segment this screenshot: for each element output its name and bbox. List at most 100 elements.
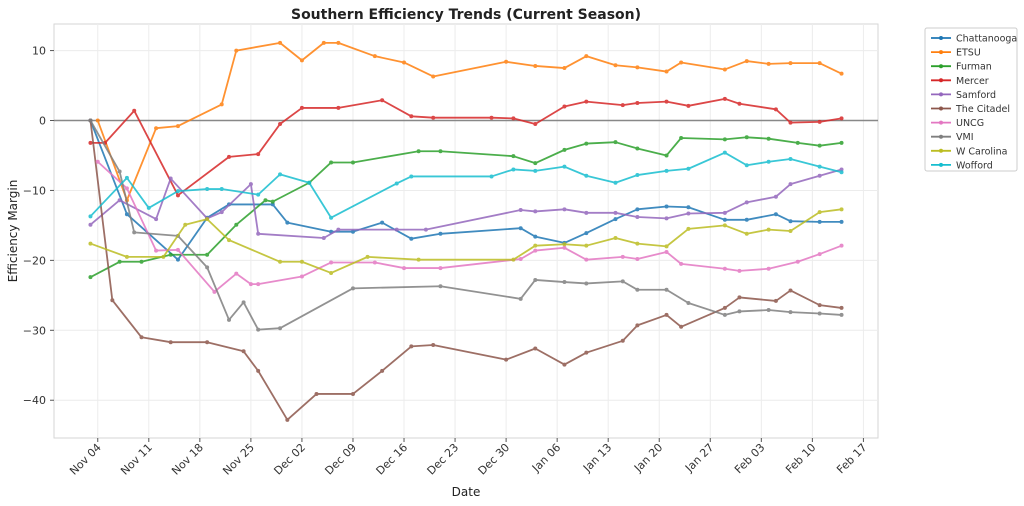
data-point-w-carolina xyxy=(744,231,749,236)
data-point-the-citadel xyxy=(679,324,684,329)
legend-label: The Citadel xyxy=(955,104,1010,115)
data-point-samford xyxy=(168,176,173,181)
data-point-etsu xyxy=(219,102,224,107)
legend-item-uncg: UNCG xyxy=(931,118,984,129)
data-point-furman xyxy=(664,153,669,158)
data-point-vmi xyxy=(205,265,210,270)
data-point-samford xyxy=(839,167,844,172)
data-point-etsu xyxy=(562,66,567,71)
data-point-w-carolina xyxy=(161,254,166,259)
y-tick-label: 0 xyxy=(39,115,46,128)
data-point-vmi xyxy=(686,301,691,306)
data-point-wofford xyxy=(175,189,180,194)
data-point-furman xyxy=(205,252,210,257)
data-point-mercer xyxy=(489,115,494,120)
data-point-furman xyxy=(438,149,443,154)
data-point-furman xyxy=(584,141,589,146)
x-tick-label: Dec 23 xyxy=(425,441,462,478)
data-point-uncg xyxy=(372,260,377,265)
legend-swatch-marker xyxy=(939,78,943,83)
data-point-uncg xyxy=(329,260,334,265)
legend-item-wofford: Wofford xyxy=(931,160,993,171)
data-point-furman xyxy=(766,136,771,141)
data-point-vmi xyxy=(132,230,137,235)
legend-item-mercer: Mercer xyxy=(931,76,989,87)
legend-label: Samford xyxy=(956,90,996,101)
data-point-mercer xyxy=(336,105,341,110)
data-point-etsu xyxy=(839,71,844,76)
data-point-the-citadel xyxy=(773,298,778,303)
data-point-chattanooga xyxy=(613,217,618,222)
series-furman xyxy=(88,135,844,280)
x-tick-label: Feb 17 xyxy=(834,441,869,476)
data-point-furman xyxy=(270,199,275,204)
data-point-samford xyxy=(394,227,399,232)
data-point-samford xyxy=(664,216,669,221)
data-point-wofford xyxy=(744,163,749,168)
data-point-mercer xyxy=(227,154,232,159)
legend-label: W Carolina xyxy=(956,146,1008,157)
data-point-uncg xyxy=(737,268,742,273)
legend-label: Chattanooga xyxy=(956,34,1017,45)
legend-swatch-marker xyxy=(939,148,943,153)
plot-area xyxy=(53,23,879,439)
data-point-etsu xyxy=(372,54,377,59)
data-point-w-carolina xyxy=(88,241,93,246)
legend-swatch-marker xyxy=(939,106,943,111)
y-tick-label: 10 xyxy=(32,45,46,58)
data-point-uncg xyxy=(766,266,771,271)
x-tick-label: Dec 16 xyxy=(374,441,411,478)
legend-item-chattanooga: Chattanooga xyxy=(931,34,1017,45)
data-point-uncg xyxy=(839,243,844,248)
data-point-etsu xyxy=(679,60,684,65)
data-point-the-citadel xyxy=(205,340,210,345)
data-point-chattanooga xyxy=(124,212,129,217)
data-point-samford xyxy=(562,207,567,212)
data-point-etsu xyxy=(234,48,239,53)
data-point-uncg xyxy=(562,245,567,250)
data-point-w-carolina xyxy=(124,254,129,259)
data-point-the-citadel xyxy=(664,312,669,317)
legend-swatch-marker xyxy=(939,120,943,125)
data-point-the-citadel xyxy=(168,340,173,345)
data-point-etsu xyxy=(95,118,100,123)
legend-swatch-marker xyxy=(939,36,943,40)
data-point-chattanooga xyxy=(744,217,749,222)
data-point-vmi xyxy=(256,327,261,332)
data-point-etsu xyxy=(664,69,669,74)
data-point-furman xyxy=(329,160,334,165)
data-point-vmi xyxy=(562,280,567,285)
data-point-samford xyxy=(584,210,589,215)
y-tick-label: −30 xyxy=(23,324,46,337)
data-point-vmi xyxy=(241,300,246,305)
data-point-mercer xyxy=(409,114,414,119)
data-point-uncg xyxy=(795,259,800,264)
data-point-mercer xyxy=(817,119,822,124)
data-point-vmi xyxy=(227,317,232,322)
data-point-chattanooga xyxy=(635,207,640,212)
legend-label: VMI xyxy=(956,132,974,143)
data-point-furman xyxy=(795,140,800,145)
x-tick-label: Dec 30 xyxy=(476,441,513,478)
data-point-w-carolina xyxy=(722,223,727,228)
data-point-wofford xyxy=(817,164,822,169)
data-point-samford xyxy=(256,231,261,236)
data-point-furman xyxy=(139,259,144,264)
data-point-furman xyxy=(511,154,516,159)
data-point-vmi xyxy=(788,310,793,315)
data-point-etsu xyxy=(504,59,509,64)
data-point-wofford xyxy=(722,150,727,155)
x-tick-label: Feb 03 xyxy=(732,441,767,476)
series-wofford xyxy=(88,150,844,220)
legend-label: Furman xyxy=(956,62,992,73)
data-point-the-citadel xyxy=(139,335,144,340)
data-point-wofford xyxy=(511,167,516,172)
data-point-wofford xyxy=(124,175,129,180)
x-axis-label: Date xyxy=(452,485,481,499)
data-point-w-carolina xyxy=(329,270,334,275)
data-point-etsu xyxy=(817,61,822,66)
data-point-furman xyxy=(722,137,727,142)
data-point-furman xyxy=(533,161,538,166)
data-point-wofford xyxy=(307,180,312,185)
data-point-vmi xyxy=(817,311,822,316)
